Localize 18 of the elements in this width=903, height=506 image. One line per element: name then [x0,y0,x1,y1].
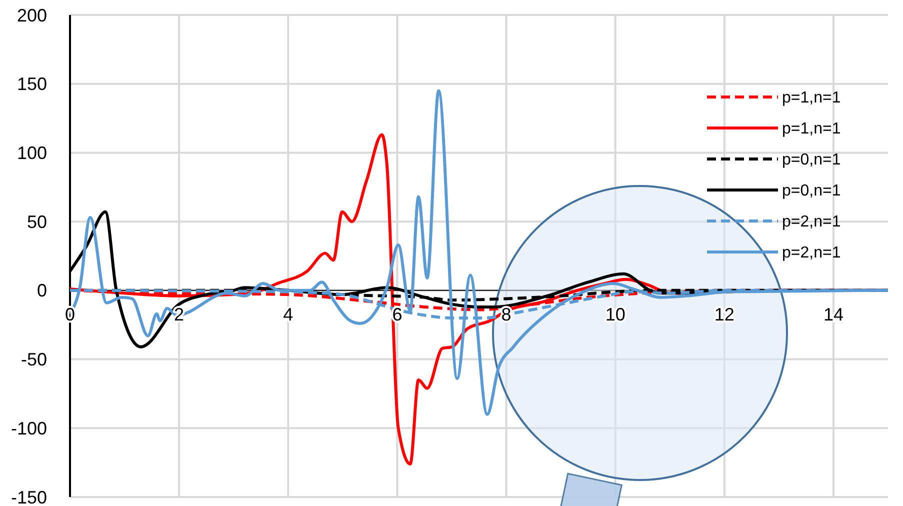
legend-label: p=2,n=1 [782,214,841,231]
y-tick-label: 200 [16,5,47,26]
legend-label: p=1,n=1 [782,120,841,138]
y-tick-label: 50 [26,212,47,232]
x-tick-label: 12 [714,304,734,324]
y-tick-label: 100 [16,143,47,164]
legend-label: p=1,n=1 [782,90,841,107]
legend-label: p=2,n=1 [782,244,841,262]
y-tick-label: 150 [16,74,47,94]
y-tick-label: 0 [36,280,47,301]
legend-label: p=0,n=1 [782,182,841,200]
y-tick-label: -150 [10,487,47,506]
x-tick-label: 4 [283,304,294,324]
legend-label: p=0,n=1 [782,152,841,169]
x-tick-label: 14 [823,304,844,324]
y-tick-label: -50 [20,350,47,370]
x-tick-label: 10 [605,304,626,324]
y-tick-label: -100 [10,418,47,438]
